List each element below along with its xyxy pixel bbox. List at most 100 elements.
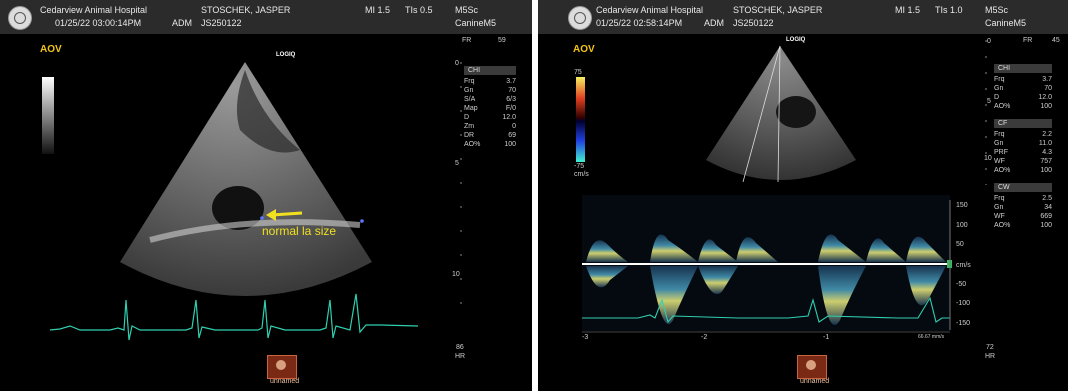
right-image-graphics	[576, 40, 987, 333]
patient-name: STOSCHEK, JASPER	[733, 5, 823, 15]
param-row: Zm 0	[464, 123, 516, 130]
right-parameter-panel: CHI Frq 3.7 Gn 70 D 12.0 AO% 100 CF Frq 2.2 G…	[994, 62, 1052, 230]
mode-label: AOV	[40, 44, 62, 55]
right-header-bar: Cedarview Animal Hospital 01/25/22 02:58…	[538, 0, 1068, 34]
depth-mark-10: 10	[452, 271, 460, 278]
color-scale-unit: cm/s	[574, 171, 589, 178]
velocity-unit: cm/s	[956, 262, 971, 269]
caliper-dot	[260, 216, 264, 220]
param-row: Frq 2.5	[994, 195, 1052, 202]
thermal-index: TIs 1.0	[935, 5, 963, 15]
mode-label: AOV	[573, 44, 595, 55]
dark-chamber	[236, 70, 300, 153]
left-atrium	[212, 186, 264, 230]
doppler-cursor-line	[777, 45, 781, 183]
thermal-index: TIs 0.5	[405, 5, 433, 15]
ge-logo-icon	[8, 6, 32, 30]
preset-name: CanineM5	[985, 18, 1027, 28]
left-header-bar: Cedarview Animal Hospital 01/25/22 03:00…	[0, 0, 532, 34]
doppler-cursor-line	[742, 45, 781, 183]
velocity-tick: -50	[956, 281, 967, 288]
depth-mark-0: 0	[455, 60, 459, 67]
velocity-tick: 100	[956, 222, 968, 229]
right-ultrasound-panel: Cedarview Animal Hospital 01/25/22 02:58…	[538, 0, 1068, 391]
ge-logo-icon	[568, 6, 592, 30]
grayscale-bar	[42, 77, 54, 154]
frame-rate-value: 59	[498, 37, 506, 44]
param-row: Gn 70	[994, 85, 1052, 92]
brand-mark: LOGIQ	[276, 52, 296, 58]
depth-mark-5: 5	[455, 160, 459, 167]
param-row: Gn 70	[464, 87, 516, 94]
param-row: AO% 100	[994, 167, 1052, 174]
velocity-tick: 150	[956, 202, 968, 209]
heart-rate-label: HR	[455, 353, 466, 360]
spectral-envelopes	[586, 234, 946, 325]
preset-name: CanineM5	[455, 18, 497, 28]
heart-chamber	[776, 96, 816, 128]
color-scale-max: 75	[574, 69, 582, 76]
bmode-sector	[120, 62, 372, 296]
mechanical-index: MI 1.5	[365, 5, 391, 15]
depth-mark-0: 0	[987, 38, 991, 45]
clip-thumbnail[interactable]	[267, 355, 297, 379]
chi-box: CHI	[994, 64, 1052, 73]
heart-rate-value: 86	[456, 344, 464, 351]
mechanical-index: MI 1.5	[895, 5, 921, 15]
operator-label: ADM	[172, 18, 192, 28]
param-row: Map F/0	[464, 105, 516, 112]
clip-thumbnail[interactable]	[797, 355, 827, 379]
param-row: Frq 2.2	[994, 131, 1052, 138]
param-row: Gn 11.0	[994, 140, 1052, 147]
tissue-band	[149, 219, 361, 243]
param-row: WF 757	[994, 158, 1052, 165]
param-row: AO% 100	[464, 141, 516, 148]
caliper-dot	[360, 219, 364, 223]
exam-datetime: 01/25/22 02:58:14PM	[596, 18, 683, 28]
depth-mark-10: 10	[984, 155, 992, 162]
heart-rate-value: 72	[986, 344, 994, 351]
clip-label: unnamed	[270, 378, 300, 385]
param-row: AO% 100	[994, 222, 1052, 229]
arrowhead-icon	[266, 209, 276, 221]
param-row: Frq 3.7	[994, 76, 1052, 83]
param-row: Frq 3.7	[464, 78, 516, 85]
brand-mark: LOGIQ	[786, 37, 806, 43]
velocity-tick: 50	[956, 241, 964, 248]
param-row: WF 669	[994, 213, 1052, 220]
hospital-name: Cedarview Animal Hospital	[596, 5, 704, 15]
param-row: AO% 100	[994, 103, 1052, 110]
frame-rate-value: 45	[1052, 37, 1060, 44]
patient-id: JS250122	[201, 18, 242, 28]
clip-label: unnamed	[800, 378, 830, 385]
depth-mark-5: 5	[987, 98, 991, 105]
time-tick: -1	[823, 334, 830, 341]
annotation-arrow	[271, 211, 303, 217]
time-tick: -3	[582, 334, 589, 341]
cw-box: CW	[994, 183, 1052, 192]
left-parameter-panel: CHI Frq 3.7 Gn 70 S/A 6/3 Map F/0 D 12.0 Zm 0 …	[464, 64, 516, 149]
heart-rate-label: HR	[985, 353, 996, 360]
sweep-speed: 66.67 mm/s	[918, 334, 945, 340]
cf-box: CF	[994, 119, 1052, 128]
frame-rate-label: FR	[1023, 37, 1033, 44]
color-scale-min: -75	[574, 163, 585, 170]
param-row: S/A 6/3	[464, 96, 516, 103]
left-ultrasound-panel: Cedarview Animal Hospital 01/25/22 03:00…	[0, 0, 532, 391]
patient-name: STOSCHEK, JASPER	[201, 5, 291, 15]
param-row: PRF 4.3	[994, 149, 1052, 156]
frame-rate-label: FR	[462, 37, 472, 44]
param-row: DR 69	[464, 132, 516, 139]
velocity-tick: -150	[956, 320, 971, 327]
left-image-graphics	[42, 62, 462, 341]
param-row: D 12.0	[464, 114, 516, 121]
annotation-text: normal la size	[262, 224, 337, 238]
velocity-tick: -100	[956, 300, 971, 307]
ecg-trace	[49, 293, 419, 341]
hospital-name: Cedarview Animal Hospital	[40, 5, 148, 15]
param-row: D 12.0	[994, 94, 1052, 101]
probe-name: M5Sc	[455, 5, 479, 15]
probe-name: M5Sc	[985, 5, 1009, 15]
ecg-trace	[582, 296, 950, 324]
chi-box: CHI	[464, 66, 516, 75]
